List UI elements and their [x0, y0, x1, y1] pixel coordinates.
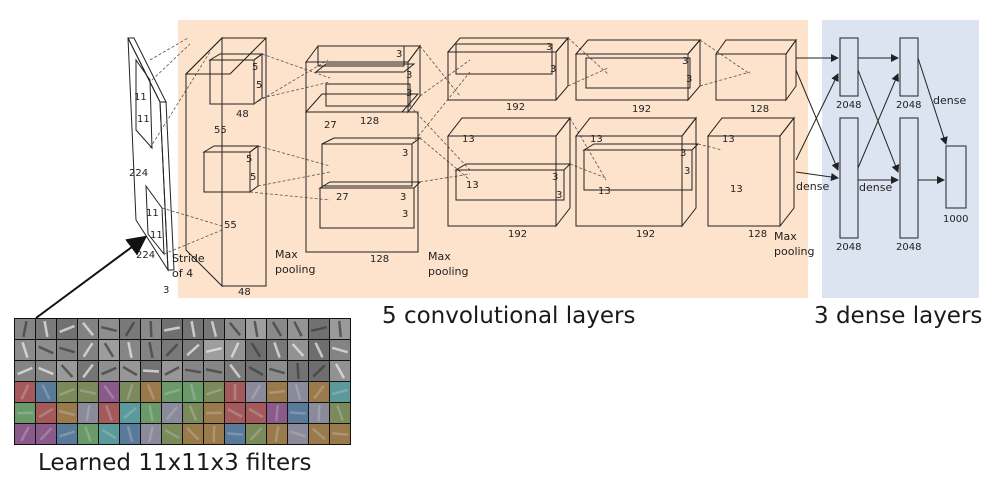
conv3-kernel-label-2: 3 — [550, 64, 556, 75]
conv1-spatial-b-label: 55 — [224, 220, 237, 231]
stride-of-label: of 4 — [172, 267, 193, 280]
conv4-kernel-label-4: 3 — [684, 166, 690, 177]
filter-stripe — [143, 370, 159, 371]
conv2-kernel-label-1: 3 — [396, 49, 402, 60]
filter-stripe — [227, 433, 243, 434]
dense-label-c: dense — [933, 94, 966, 107]
conv5-depth-top-label: 128 — [750, 104, 769, 115]
conv4-spatial-label: 13 — [590, 134, 603, 145]
conv5-spatial-b-label: 13 — [730, 184, 743, 195]
conv1-kernel-label-2: 5 — [256, 80, 262, 91]
conv4-kernel-label-2: 3 — [686, 74, 692, 85]
conv2-spatial-b-label: 27 — [336, 192, 349, 203]
dense2-bottom-label: 2048 — [896, 242, 921, 253]
conv2-depth-top-label: 128 — [360, 116, 379, 127]
filter-stripe — [319, 405, 320, 421]
dense1-bottom-label: 2048 — [836, 242, 861, 253]
conv1-depth-bottom-label: 48 — [238, 287, 251, 298]
input-kernel-label-d: 11 — [150, 230, 163, 241]
conv4-depth-bottom-label: 192 — [636, 229, 655, 240]
conv2-pool-label-2: pooling — [428, 265, 469, 278]
filter-stripe — [214, 426, 215, 442]
conv1-kernel-label-3: 5 — [246, 154, 252, 165]
input-depth-label: 3 — [163, 285, 169, 296]
conv2-kernel-label-2: 3 — [406, 70, 412, 81]
conv2-depth-bottom-label: 128 — [370, 254, 389, 265]
conv3-depth-top-label: 192 — [506, 102, 525, 113]
conv4-spatial-b-label: 13 — [598, 186, 611, 197]
conv2-kernel-label-6: 3 — [402, 209, 408, 220]
filter-stripe — [297, 363, 298, 379]
conv5-depth-bottom-label: 128 — [748, 229, 767, 240]
conv3-kernel-label-4: 3 — [556, 190, 562, 201]
conv4-kernel-label-1: 3 — [682, 56, 688, 67]
input-kernel-label-c: 11 — [146, 208, 159, 219]
conv3-depth-bottom-label: 192 — [508, 229, 527, 240]
conv5-spatial-label: 13 — [722, 134, 735, 145]
dense1-top-label: 2048 — [836, 100, 861, 111]
conv1-pool-label-1: Max — [275, 248, 298, 261]
conv3-spatial-b-label: 13 — [466, 180, 479, 191]
output-label: 1000 — [943, 214, 968, 225]
input-kernel-label-a: 11 — [134, 92, 147, 103]
conv2-spatial-label: 27 — [324, 120, 337, 131]
input-size-label: 224 — [129, 168, 148, 179]
conv3-kernel-label-3: 3 — [552, 172, 558, 183]
conv4-depth-top-label: 192 — [632, 104, 651, 115]
filter-stripe — [269, 391, 285, 393]
conv5-pool-label-2: pooling — [774, 245, 815, 258]
conv2-kernel-label-5: 3 — [400, 192, 406, 203]
filter-stripe — [151, 321, 152, 337]
input-size-bottom-label: 224 — [136, 250, 155, 261]
conv2-kernel-label-4: 3 — [402, 148, 408, 159]
filter-stripe — [290, 412, 306, 413]
dense-label-b: dense — [859, 181, 892, 194]
conv2-kernel-label-3: 3 — [406, 88, 412, 99]
conv1-kernel-label-4: 5 — [250, 172, 256, 183]
conv3-kernel-label-1: 3 — [546, 42, 552, 53]
filter-stripe — [17, 413, 33, 414]
conv5-pool-label-1: Max — [774, 230, 797, 243]
stride-label: Stride — [172, 252, 205, 265]
filter-stripe — [339, 321, 340, 337]
filter-stripe — [332, 433, 348, 435]
conv3-spatial-label: 13 — [462, 134, 475, 145]
dense-layers-caption: 3 dense layers — [814, 303, 982, 329]
conv1-pool-label-2: pooling — [275, 263, 316, 276]
filter-stripe — [276, 405, 277, 421]
filters-to-input-arrow — [36, 238, 144, 318]
conv1-kernel-label-1: 5 — [252, 62, 258, 73]
conv1-depth-top-label: 48 — [236, 109, 249, 120]
conv-layers-region — [178, 20, 808, 298]
dense2-top-label: 2048 — [896, 100, 921, 111]
conv4-kernel-label-3: 3 — [680, 148, 686, 159]
learned-filters-grid — [14, 318, 351, 445]
input-kernel-label-b: 11 — [137, 114, 150, 125]
filters-caption: Learned 11x11x3 filters — [38, 450, 312, 476]
conv2-pool-label-1: Max — [428, 250, 451, 263]
conv-layers-caption: 5 convolutional layers — [382, 303, 635, 329]
conv1-spatial-label: 55 — [214, 125, 227, 136]
dense-label-a: dense — [796, 180, 829, 193]
